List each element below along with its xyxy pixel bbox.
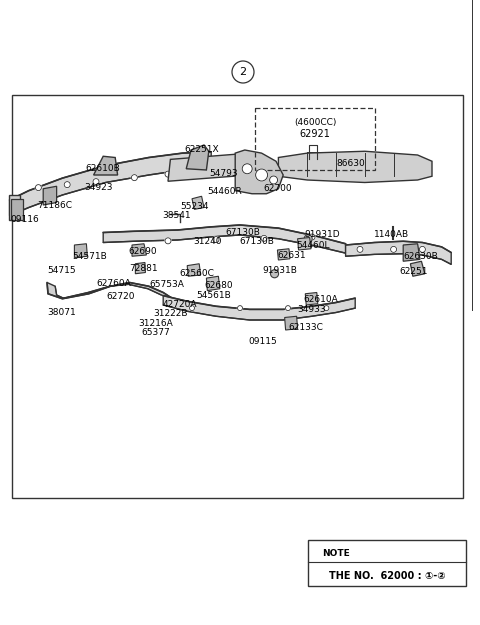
Text: 1140AB: 1140AB [373,230,409,239]
Text: 09116: 09116 [11,216,39,224]
Text: 54715: 54715 [47,266,76,274]
Text: 91931D: 91931D [305,230,340,239]
Text: 38541: 38541 [162,211,191,220]
Polygon shape [135,262,145,274]
Polygon shape [403,244,420,261]
Text: 62680: 62680 [204,281,233,290]
Polygon shape [163,296,355,320]
Text: 62610A: 62610A [303,296,338,304]
Circle shape [213,236,219,242]
Circle shape [357,246,363,252]
Circle shape [64,182,70,188]
Text: THE NO.  62000 : ①-②: THE NO. 62000 : ①-② [329,571,445,581]
Circle shape [165,238,171,244]
Circle shape [304,235,312,242]
Text: 54571B: 54571B [72,252,107,261]
Text: 62760A: 62760A [96,279,131,288]
Text: 62610B: 62610B [86,164,120,173]
Circle shape [93,179,99,184]
Polygon shape [132,244,146,256]
Circle shape [420,246,425,252]
Polygon shape [168,153,250,181]
Circle shape [270,176,277,184]
Text: 54460R: 54460R [207,188,242,196]
Text: 34923: 34923 [84,183,113,192]
Circle shape [271,270,278,278]
Polygon shape [9,195,20,220]
Circle shape [256,169,268,181]
Text: 62700: 62700 [263,184,292,193]
Text: 38071: 38071 [47,308,76,317]
Polygon shape [74,244,87,258]
Circle shape [36,184,41,191]
Text: 65753A: 65753A [150,280,184,289]
Text: NOTE: NOTE [322,549,350,558]
Text: 2: 2 [240,67,247,77]
Text: 09115: 09115 [249,338,277,346]
Text: 62690: 62690 [129,248,157,256]
Text: 72881: 72881 [129,264,157,273]
Circle shape [242,164,252,174]
Text: 62251X: 62251X [184,146,219,154]
Text: 91931B: 91931B [262,266,297,274]
Text: 34933: 34933 [298,305,326,314]
Text: 31240: 31240 [193,238,222,246]
Text: 86630: 86630 [336,159,365,168]
Text: 55234: 55234 [180,202,209,211]
Text: 62133C: 62133C [289,323,324,332]
Circle shape [190,306,194,311]
Text: 31216A: 31216A [139,319,173,328]
Polygon shape [94,156,118,175]
Polygon shape [278,151,432,182]
Text: 67130B: 67130B [240,238,274,246]
Text: 54793: 54793 [209,169,238,178]
Text: 54460L: 54460L [296,241,330,250]
Text: (4600CC): (4600CC) [294,118,336,126]
Polygon shape [186,145,209,170]
Circle shape [132,174,137,181]
Text: 54561B: 54561B [196,291,231,300]
Bar [12,95,463,498]
Text: 62720: 62720 [107,292,135,301]
Text: 62251: 62251 [399,268,428,276]
Text: 71186C: 71186C [38,201,72,209]
Circle shape [199,168,204,174]
Bar [255,108,375,170]
Text: 67130B: 67130B [225,228,260,237]
Polygon shape [305,292,318,305]
Polygon shape [206,276,220,291]
Text: 31222B: 31222B [153,309,188,318]
Polygon shape [10,152,211,216]
Circle shape [238,306,242,311]
Circle shape [309,234,315,240]
Text: 65377: 65377 [142,328,170,337]
Text: 42720A: 42720A [163,300,197,309]
Circle shape [391,246,396,252]
Circle shape [286,306,290,311]
Circle shape [324,306,329,311]
Polygon shape [277,249,290,260]
Polygon shape [103,225,346,253]
Polygon shape [11,199,23,220]
Circle shape [165,171,171,177]
Text: 62630B: 62630B [403,252,438,261]
Polygon shape [410,261,425,276]
Polygon shape [235,150,283,194]
Circle shape [261,235,267,241]
Polygon shape [187,264,201,276]
Polygon shape [47,282,173,299]
Text: 62560C: 62560C [180,269,214,278]
Text: 62631: 62631 [277,251,306,259]
Polygon shape [285,316,298,330]
Polygon shape [346,241,451,264]
Polygon shape [43,186,57,205]
Polygon shape [192,196,204,209]
Polygon shape [298,238,311,250]
Bar [308,540,466,586]
Text: 62921: 62921 [300,129,330,139]
